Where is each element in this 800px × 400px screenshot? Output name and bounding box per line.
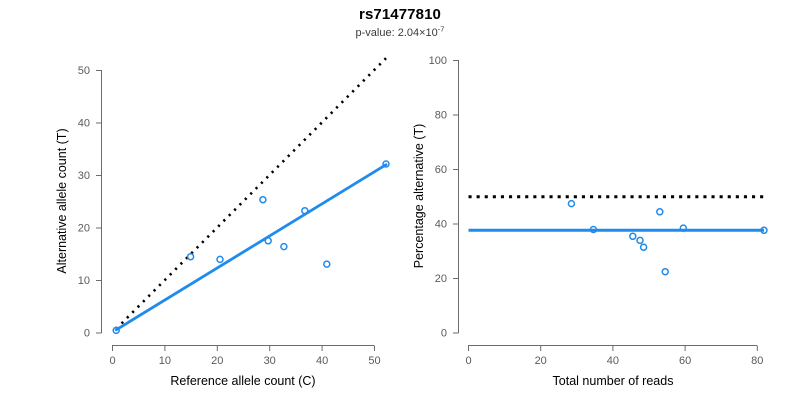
data-point: [567, 199, 576, 208]
data-point: [639, 243, 648, 251]
left-x-axis: 0 10 20 30 40 50: [109, 345, 381, 367]
right-ytick-40: 40: [435, 219, 447, 231]
left-ytick-10: 10: [78, 275, 90, 287]
right-x-axis: 0 20 40 60 80: [465, 345, 763, 367]
data-point: [216, 255, 224, 264]
right-ytick-60: 60: [435, 164, 447, 176]
data-point: [679, 224, 688, 232]
right-ytick-80: 80: [435, 110, 447, 122]
left-ytick-30: 30: [78, 170, 90, 182]
right-y-axis-title: Percentage alternative (T): [412, 124, 426, 269]
data-point: [323, 260, 331, 268]
data-point: [629, 232, 637, 241]
left-ytick-0: 0: [84, 328, 90, 340]
data-point: [636, 236, 644, 245]
left-x-axis-title: Reference allele count (C): [170, 374, 315, 388]
regression-line: [114, 163, 388, 332]
right-scatter-points: [567, 199, 768, 276]
right-xtick-20: 20: [535, 355, 547, 367]
left-xtick-10: 10: [159, 355, 171, 367]
left-xtick-0: 0: [109, 355, 115, 367]
left-ytick-50: 50: [78, 65, 90, 77]
data-point: [760, 226, 768, 235]
right-plot-svg: 100 80 60 40 20 0 0 20 40 60 80: [412, 55, 768, 388]
right-x-axis-title: Total number of reads: [553, 374, 674, 388]
right-xtick-60: 60: [679, 355, 691, 367]
identity-line: [115, 57, 387, 330]
left-ytick-40: 40: [78, 118, 90, 130]
data-point: [186, 252, 195, 261]
left-plot-svg: 50 40 30 20 10 0 0 10 20 30 40: [55, 57, 390, 388]
right-xtick-0: 0: [465, 355, 471, 367]
left-xtick-40: 40: [316, 355, 328, 367]
left-y-axis-title: Alternative allele count (T): [55, 128, 69, 273]
left-xtick-50: 50: [368, 355, 380, 367]
data-point: [656, 208, 664, 216]
data-point: [301, 206, 309, 215]
right-xtick-40: 40: [607, 355, 619, 367]
right-ytick-20: 20: [435, 273, 447, 285]
left-y-axis: 50 40 30 20 10 0: [78, 65, 102, 340]
left-ytick-20: 20: [78, 223, 90, 235]
left-xtick-30: 30: [264, 355, 276, 367]
right-xtick-80: 80: [751, 355, 763, 367]
data-point: [382, 160, 390, 168]
right-ytick-0: 0: [441, 328, 447, 340]
data-point: [280, 242, 288, 251]
data-point: [661, 267, 669, 276]
left-xtick-20: 20: [211, 355, 223, 367]
right-ytick-100: 100: [429, 55, 447, 67]
data-point: [112, 326, 120, 335]
data-point: [264, 237, 272, 245]
data-point: [589, 225, 598, 234]
left-scatter-points: [112, 160, 390, 335]
right-y-axis: 100 80 60 40 20 0: [429, 55, 459, 340]
right-scatter-panel: 100 80 60 40 20 0 0 20 40 60 80: [400, 0, 800, 400]
left-scatter-panel: 50 40 30 20 10 0 0 10 20 30 40: [55, 57, 390, 388]
data-point: [259, 195, 267, 204]
